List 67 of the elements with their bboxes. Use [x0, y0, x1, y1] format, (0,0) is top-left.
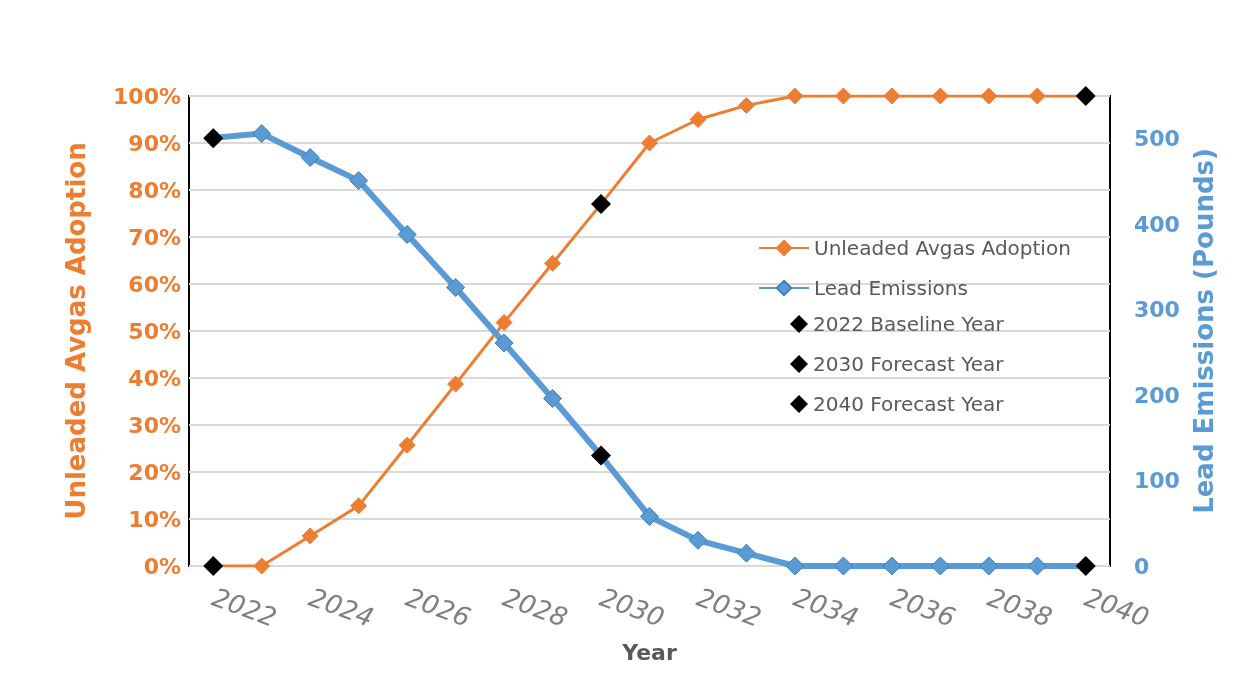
point — [300, 148, 320, 168]
y-tick-label: 20% — [128, 459, 181, 485]
legend-label: Unleaded Avgas Adoption — [814, 236, 1071, 260]
point — [833, 556, 853, 576]
y-tick-label: 30% — [128, 412, 181, 438]
y-tick-label: 80% — [128, 177, 181, 203]
point — [930, 556, 950, 576]
y2-tick-label: 500 — [1134, 126, 1180, 152]
y-tick-label: 60% — [128, 271, 181, 297]
y2-tick-label: 200 — [1134, 382, 1180, 408]
point — [349, 171, 369, 191]
legend-label: 2022 Baseline Year — [813, 312, 1005, 336]
point — [1027, 556, 1047, 576]
point — [737, 96, 755, 114]
point — [398, 436, 416, 454]
point — [688, 530, 708, 550]
x-tick-label: 2038 — [983, 581, 1057, 633]
point — [252, 124, 272, 144]
point — [447, 375, 465, 393]
y-tick-label: 70% — [128, 224, 181, 250]
point — [640, 506, 659, 526]
x-tick-label: 2034 — [789, 581, 863, 633]
x-tick-label: 2022 — [208, 581, 281, 633]
point — [301, 527, 319, 545]
y2-tick-label: 300 — [1134, 297, 1180, 323]
legend-label: 2040 Forecast Year — [813, 392, 1005, 416]
point — [882, 556, 902, 576]
y-axis-title: Unleaded Avgas Adoption — [61, 142, 91, 520]
legend-label: Lead Emissions — [814, 276, 968, 300]
point — [397, 224, 417, 244]
point — [253, 557, 271, 575]
point — [543, 389, 563, 409]
point — [785, 556, 805, 576]
y2-tick-label: 0 — [1134, 553, 1150, 579]
y-tick-label: 10% — [128, 506, 181, 532]
x-tick-label: 2030 — [595, 581, 669, 633]
x-tick-label: 2036 — [886, 581, 960, 633]
y-tick-label: 40% — [128, 365, 181, 391]
point — [689, 111, 707, 128]
point — [495, 314, 513, 332]
legend-label: 2030 Forecast Year — [813, 352, 1005, 376]
point — [931, 87, 949, 105]
point — [834, 87, 852, 105]
point — [980, 87, 998, 105]
point — [883, 87, 901, 105]
point — [979, 556, 999, 576]
x-tick-label: 2024 — [305, 581, 378, 633]
point — [736, 543, 756, 563]
x-axis-title: Year — [621, 639, 677, 665]
y-tick-label: 50% — [128, 318, 181, 344]
point — [641, 134, 658, 152]
point — [446, 277, 466, 297]
y2-axis-title: Lead Emissions (Pounds) — [1188, 148, 1219, 514]
x-tick-label: 2028 — [498, 581, 572, 633]
point — [544, 254, 562, 272]
y-tick-label: 100% — [113, 83, 181, 109]
y-tick-label: 90% — [128, 130, 181, 156]
point — [494, 333, 514, 353]
y2-tick-label: 400 — [1134, 211, 1180, 237]
x-tick-label: 2040 — [1080, 581, 1154, 633]
y-tick-label: 0% — [143, 553, 181, 579]
y2-tick-label: 100 — [1134, 468, 1180, 494]
x-tick-label: 2032 — [692, 581, 766, 633]
x-tick-label: 2026 — [402, 581, 475, 633]
point — [1028, 87, 1046, 105]
point — [350, 497, 368, 515]
point — [786, 87, 804, 105]
